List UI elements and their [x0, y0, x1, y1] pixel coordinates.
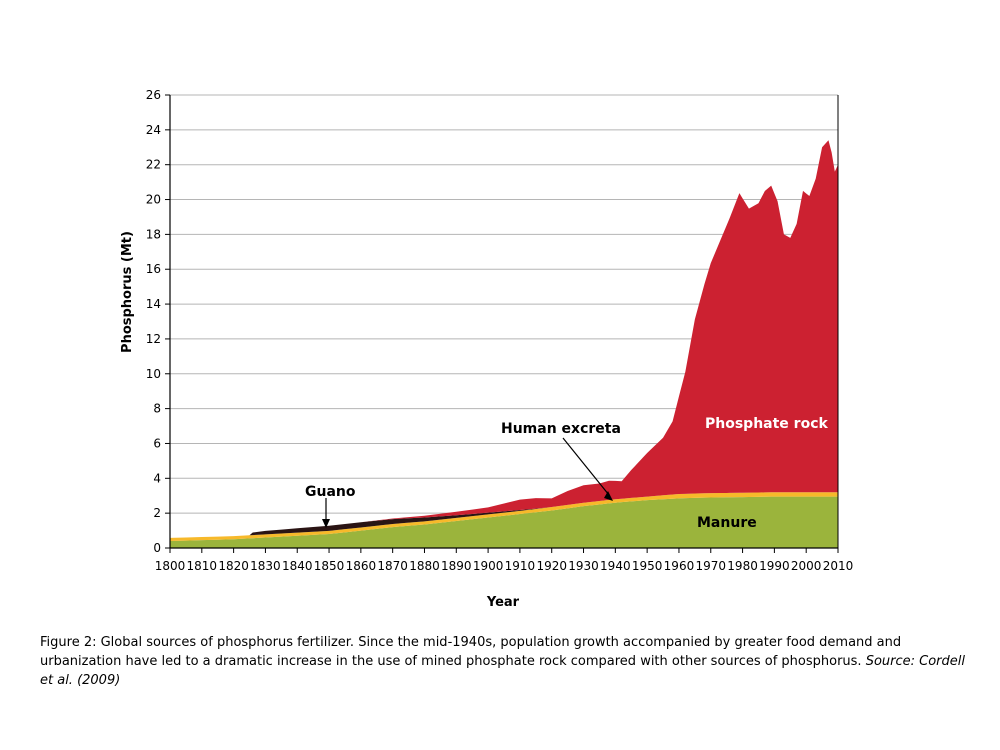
x-tick-label: 1960: [664, 559, 695, 573]
y-tick-label: 10: [146, 367, 161, 381]
x-tick-label: 1920: [536, 559, 567, 573]
x-tick-label: 1940: [600, 559, 631, 573]
human-excreta-pointer-line: [562, 437, 610, 496]
y-tick-label: 18: [146, 227, 161, 241]
y-tick-label: 8: [153, 402, 161, 416]
y-tick-label: 6: [153, 436, 161, 450]
grid-lines: [170, 94, 838, 514]
x-tick-label: 1880: [409, 559, 440, 573]
x-tick-label: 1810: [187, 559, 218, 573]
figure-caption: Figure 2: Global sources of phosphorus f…: [40, 633, 970, 690]
y-tick-label: 4: [153, 471, 161, 485]
x-tick-label: 1840: [282, 559, 313, 573]
annotation-human-excreta: Human excreta: [501, 421, 621, 437]
x-tick-label: 2010: [823, 559, 854, 573]
x-tick-label: 1870: [377, 559, 408, 573]
x-tick-label: 1950: [632, 559, 663, 573]
y-tick-label: 12: [146, 332, 161, 346]
y-tick-label: 16: [146, 262, 161, 276]
area-human-excreta: [170, 492, 838, 542]
caption-source: Source: Cordell et al. (2009): [40, 654, 965, 688]
x-tick-label: 1830: [250, 559, 281, 573]
x-tick-label: 1980: [727, 559, 758, 573]
x-tick-label: 1860: [346, 559, 377, 573]
y-tick-label: 22: [146, 158, 161, 172]
x-tick-label: 1970: [695, 559, 726, 573]
x-tick-label: 1900: [473, 559, 504, 573]
guano-pointer-arrowhead: [322, 519, 330, 528]
y-tick-label: 26: [146, 88, 161, 102]
x-tick-label: 1820: [218, 559, 249, 573]
caption-text: Figure 2: Global sources of phosphorus f…: [40, 635, 902, 669]
annotation-guano: Guano: [305, 484, 356, 500]
y-tick-label: 14: [146, 297, 161, 311]
y-tick-label: 20: [146, 193, 161, 207]
x-tick-label: 1990: [759, 559, 790, 573]
area-guano: [170, 492, 838, 538]
x-tick-label: 1850: [314, 559, 345, 573]
area-phosphate-rock: [170, 140, 838, 538]
y-tick-label: 2: [153, 506, 161, 520]
annotation-manure: Manure: [697, 515, 757, 531]
x-tick-label: 1800: [155, 559, 186, 573]
x-axis-label: Year: [486, 595, 520, 610]
axes: [169, 95, 839, 549]
x-tick-label: 1910: [505, 559, 536, 573]
x-tick-labels: 1800 1810 1820 1830 1840 1850 1860 1870 1880 1890…: [155, 548, 854, 573]
y-tick-label: 24: [146, 123, 161, 137]
x-tick-label: 2000: [791, 559, 822, 573]
y-tick-label: 0: [153, 541, 161, 555]
area-series: [170, 140, 838, 548]
annotation-phosphate-rock: Phosphate rock: [705, 416, 828, 432]
area-manure: [170, 496, 838, 548]
y-axis-label: Phosphorus (Mt): [120, 231, 135, 353]
x-tick-label: 1890: [441, 559, 472, 573]
x-tick-label: 1930: [568, 559, 599, 573]
human-excreta-pointer-arrowhead: [604, 491, 613, 501]
